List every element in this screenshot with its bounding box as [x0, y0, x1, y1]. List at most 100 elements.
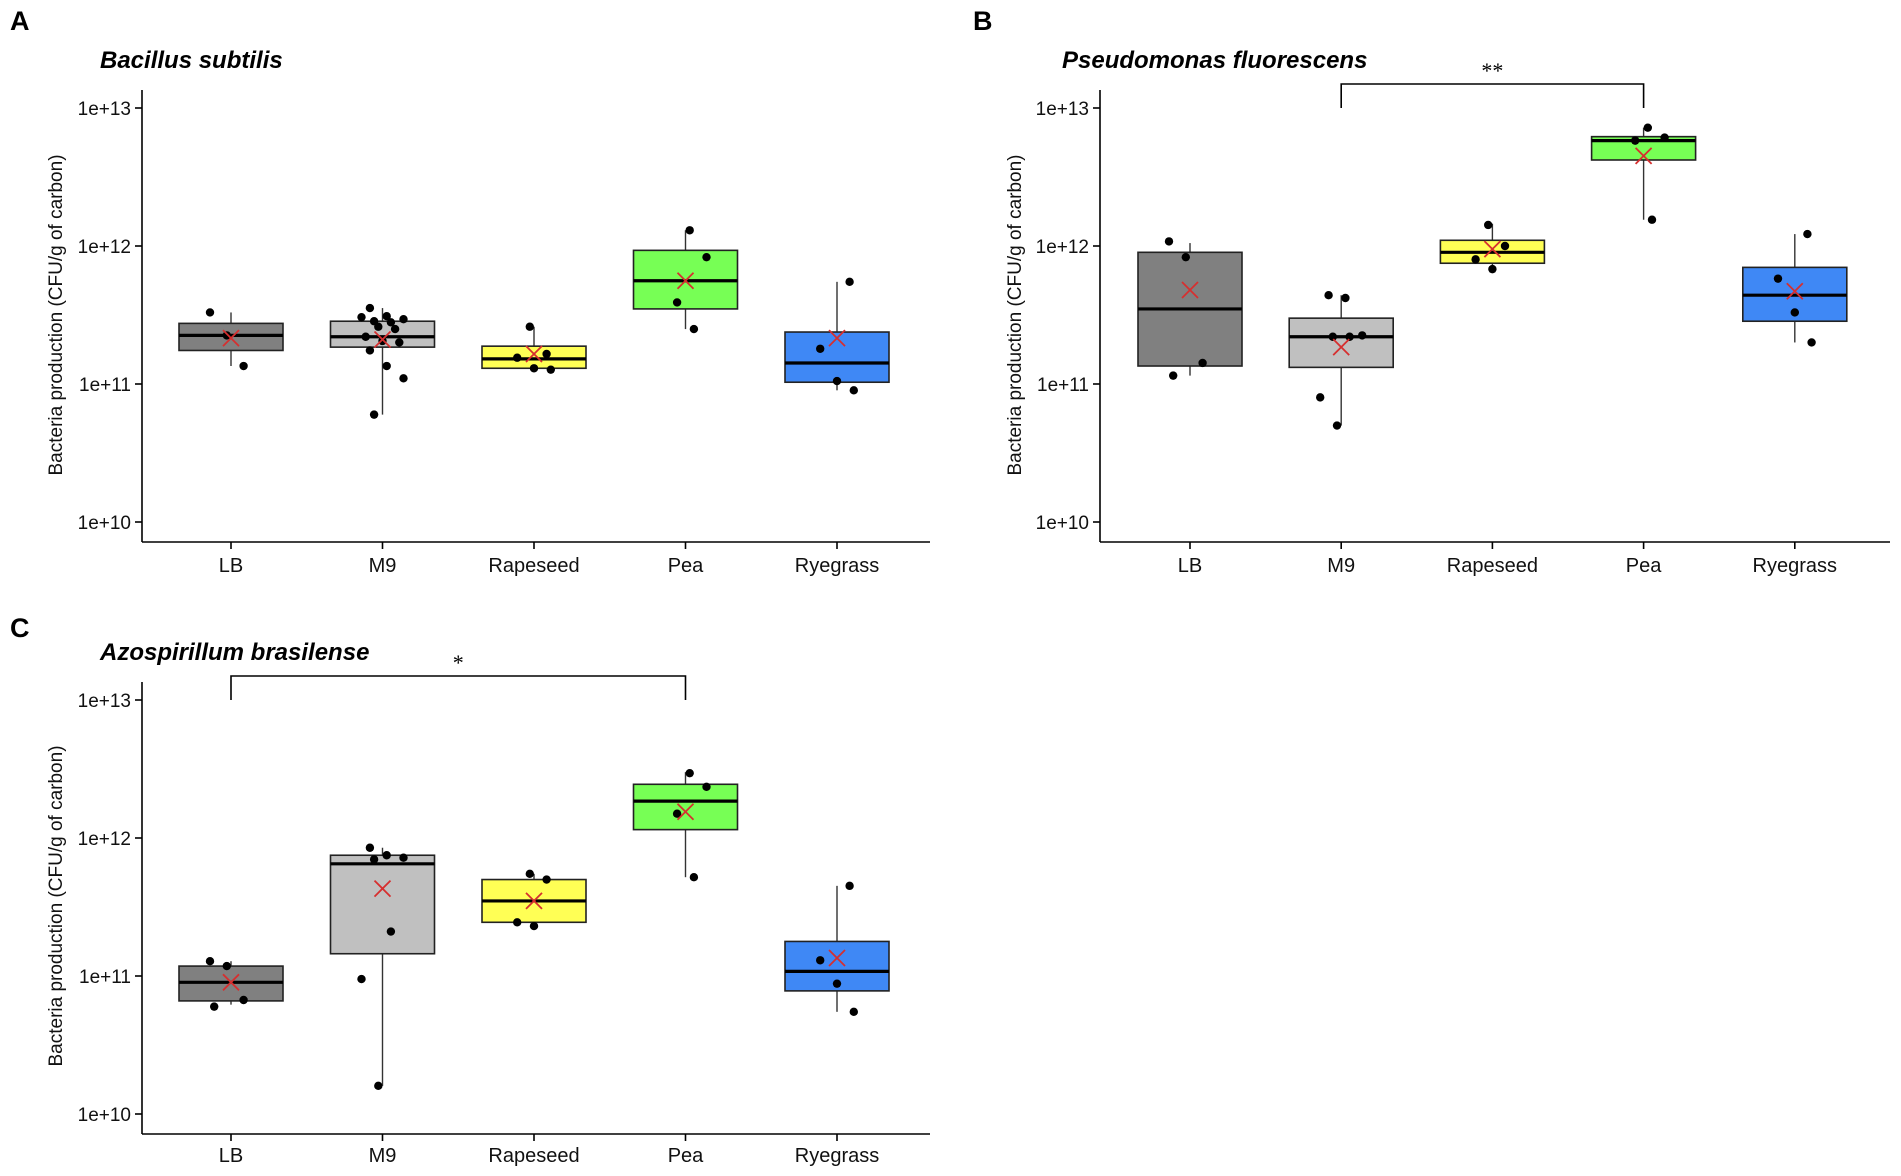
y-tick-label: 1e+10: [78, 1105, 131, 1126]
data-point: [513, 353, 522, 362]
data-point: [365, 303, 375, 313]
x-tick-label: M9: [369, 555, 397, 577]
x-tick-label: M9: [1327, 555, 1355, 577]
data-point: [1328, 332, 1338, 341]
box-group-rapeseed: [481, 322, 587, 374]
data-point: [525, 869, 534, 879]
data-point: [1484, 220, 1493, 230]
box-group-lb: [1137, 237, 1243, 380]
data-point: [357, 312, 366, 322]
x-tick-label: Pea: [668, 1145, 704, 1167]
box-group-ryegrass: [784, 277, 890, 395]
box-group-rapeseed: [1439, 220, 1546, 274]
x-tick-label: LB: [219, 555, 243, 577]
y-tick-label: 1e+12: [78, 237, 131, 258]
data-point: [1647, 215, 1657, 224]
data-point: [382, 311, 391, 321]
data-point: [689, 324, 699, 334]
y-tick-label: 1e+11: [79, 375, 131, 396]
significance-label: *: [453, 650, 464, 675]
y-tick-label: 1e+13: [78, 99, 131, 120]
data-point: [1803, 229, 1812, 239]
data-point: [1488, 264, 1497, 274]
data-point: [374, 322, 383, 331]
data-point: [386, 927, 396, 936]
box-group-ryegrass: [1742, 229, 1848, 347]
box-iqr: [784, 331, 890, 384]
y-tick-label: 1e+13: [1036, 99, 1089, 120]
data-point: [1643, 123, 1653, 132]
box-group-m9: [1288, 291, 1394, 430]
mean-marker: [1483, 240, 1502, 258]
data-point: [386, 318, 396, 327]
box-group-lb: [178, 957, 284, 1011]
x-tick-label: Ryegrass: [1753, 555, 1837, 577]
data-point: [1500, 241, 1510, 251]
data-point: [1181, 252, 1191, 262]
mean-marker: [828, 329, 846, 347]
y-tick-label: 1e+11: [1037, 375, 1089, 396]
data-point: [390, 324, 400, 334]
data-point: [513, 918, 522, 927]
data-point: [369, 410, 379, 419]
data-point: [382, 851, 391, 860]
y-tick-label: 1e+13: [78, 691, 131, 712]
box-iqr: [1590, 135, 1697, 161]
data-point: [365, 843, 375, 852]
mean-marker: [525, 892, 543, 910]
x-tick-label: Pea: [668, 555, 704, 577]
data-point: [1790, 308, 1800, 317]
data-point: [399, 314, 408, 324]
data-point: [849, 1007, 858, 1017]
data-point: [672, 809, 682, 818]
data-point: [365, 346, 375, 355]
data-point: [542, 349, 551, 359]
data-point: [399, 853, 408, 862]
data-point: [1631, 136, 1640, 145]
panel-letter: C: [10, 613, 30, 643]
panel-letter: A: [10, 6, 30, 36]
panel-title: Pseudomonas fluorescens: [1062, 47, 1367, 74]
mean-marker: [1332, 338, 1350, 356]
data-point: [374, 1081, 383, 1091]
box-group-rapeseed: [481, 869, 587, 931]
mean-marker: [1634, 147, 1653, 165]
data-point: [1164, 237, 1174, 246]
mean-marker: [1181, 281, 1199, 299]
x-tick-label: LB: [219, 1145, 243, 1167]
box-group-ryegrass: [784, 881, 890, 1017]
data-point: [542, 875, 551, 884]
data-point: [1345, 332, 1354, 341]
x-tick-label: Ryegrass: [795, 555, 879, 577]
y-axis-label: Bacteria production (CFU/g of carbon): [46, 745, 67, 1066]
chart-panel-b: B Pseudomonas fluorescens Bacteria product…: [973, 6, 1890, 577]
data-point: [685, 768, 694, 778]
x-tick-label: LB: [1178, 555, 1202, 577]
data-point: [1169, 371, 1178, 380]
data-point: [1324, 291, 1333, 300]
data-point: [702, 782, 711, 791]
significance-bracket: [230, 675, 687, 700]
box-iqr: [632, 783, 739, 831]
y-tick-label: 1e+10: [78, 513, 131, 534]
data-point: [1660, 133, 1669, 142]
data-point: [845, 277, 854, 287]
chart-panel-a: A Bacillus subtilis Bacteria production (C…: [10, 6, 930, 577]
box-group-pea: [632, 768, 739, 882]
data-point: [849, 386, 858, 395]
box-iqr: [1288, 317, 1394, 369]
data-point: [845, 881, 854, 891]
panel-title: Azospirillum brasilense: [99, 639, 369, 666]
y-tick-label: 1e+12: [78, 829, 131, 850]
data-point: [210, 1002, 219, 1011]
data-point: [1807, 338, 1816, 347]
y-axis-label: Bacteria production (CFU/g of carbon): [46, 154, 67, 475]
y-tick-label: 1e+10: [1036, 513, 1089, 534]
mean-marker: [222, 329, 240, 347]
x-tick-label: Rapeseed: [488, 1145, 579, 1167]
data-point: [1316, 393, 1325, 402]
box-group-pea: [632, 226, 739, 334]
y-tick-label: 1e+12: [1036, 237, 1089, 258]
panel-title: Bacillus subtilis: [100, 47, 283, 74]
box-iqr: [329, 854, 436, 955]
